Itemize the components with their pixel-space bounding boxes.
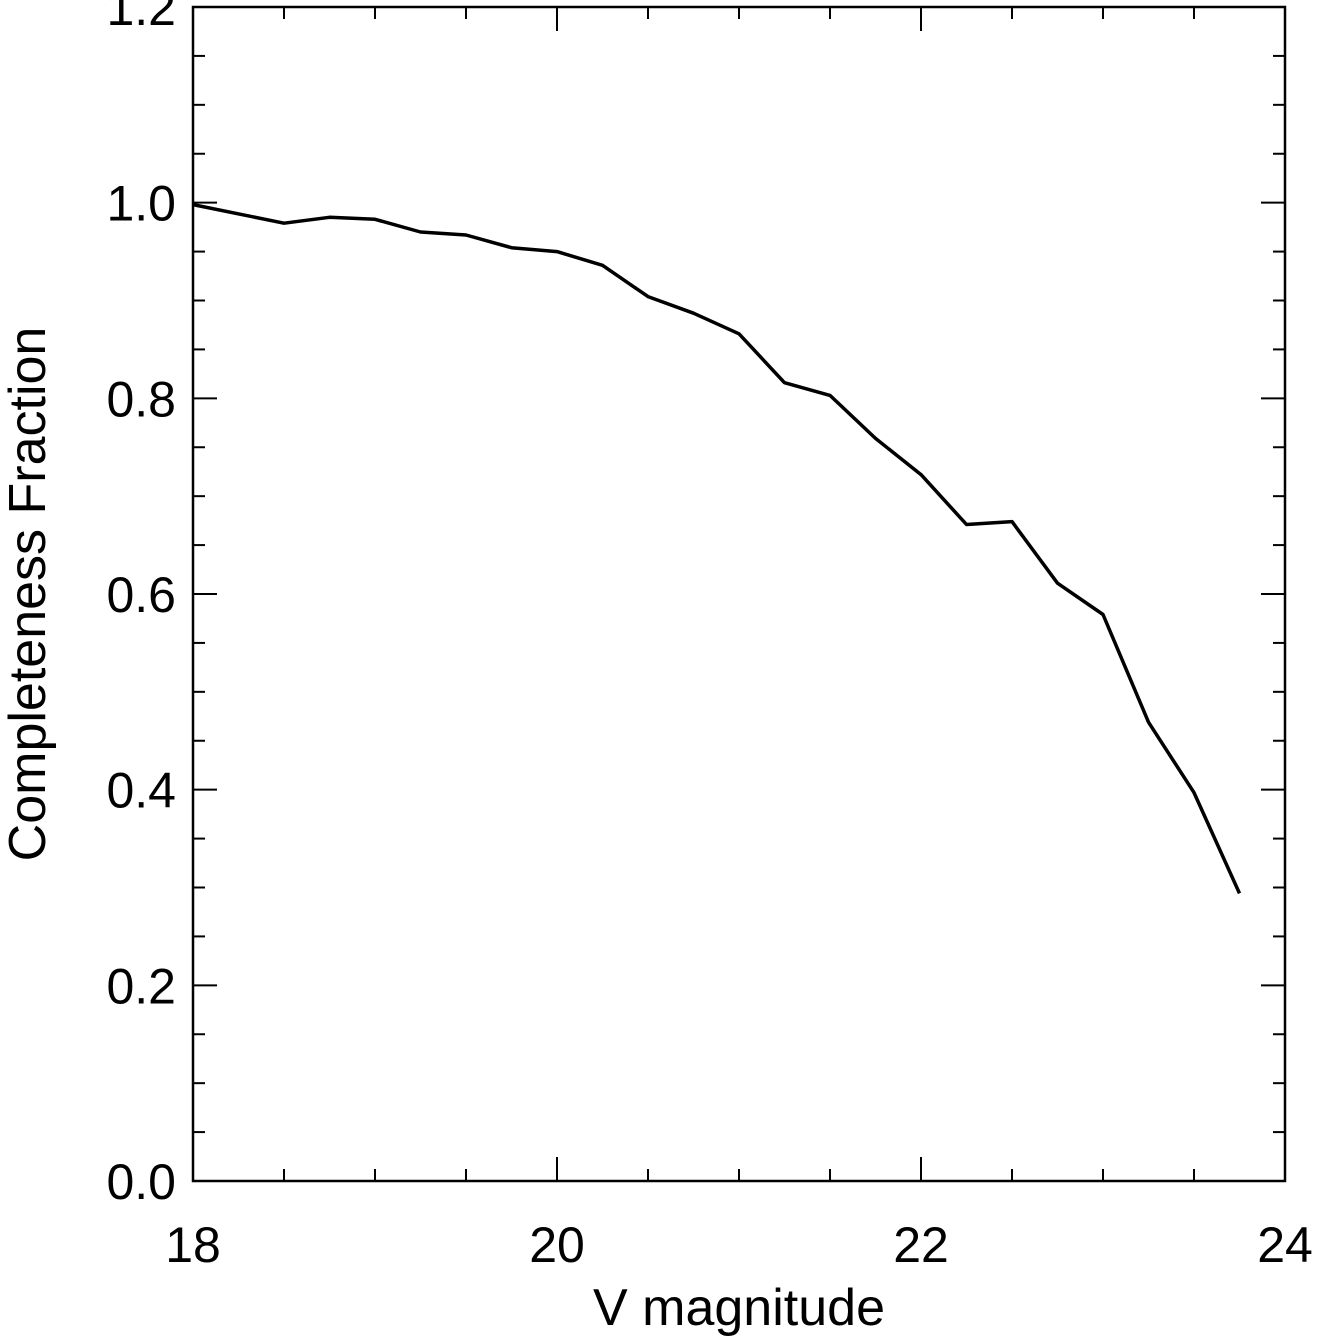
axis-ticks [192,6,1286,1182]
y-tick-label: 0.8 [106,371,176,427]
y-axis-title: Completeness Fraction [0,327,57,862]
y-tick-labels: 0.0 0.2 0.4 0.6 0.8 1.0 1.2 [106,0,176,1210]
y-tick-label: 0.4 [106,763,176,819]
x-axis-title: V magnitude [593,1279,885,1337]
y-tick-label: 0.2 [106,958,176,1014]
x-tick-label: 18 [165,1217,221,1273]
y-tick-label: 0.0 [106,1154,176,1210]
x-tick-label: 22 [893,1217,949,1273]
plot-frame [191,5,1287,1183]
x-tick-label: 20 [529,1217,585,1273]
y-tick-label: 1.0 [106,176,176,232]
completeness-curve [192,202,1242,895]
x-tick-label: 24 [1257,1217,1313,1273]
y-tick-label: 0.6 [106,567,176,623]
x-tick-labels: 18 20 22 24 [165,1217,1313,1273]
y-tick-label: 1.2 [106,0,176,36]
